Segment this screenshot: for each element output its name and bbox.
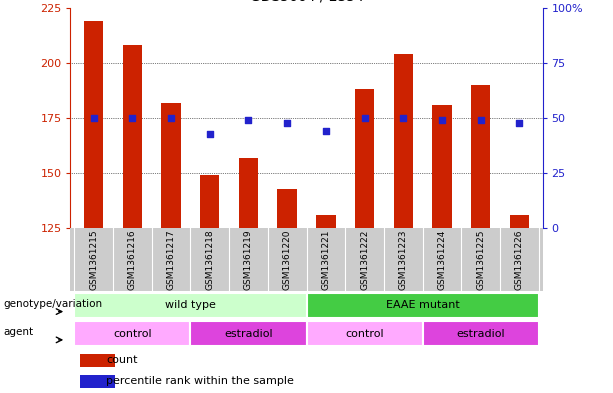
Bar: [123, 45, 142, 228]
Text: control: control: [345, 329, 384, 339]
Bar: [80, 375, 115, 387]
Point: [282, 119, 292, 126]
Bar: [432, 105, 452, 228]
Text: GSM1361225: GSM1361225: [476, 230, 485, 290]
Bar: [239, 158, 258, 228]
Bar: [306, 321, 422, 346]
Point: [128, 115, 137, 121]
Bar: [80, 354, 115, 367]
Bar: [191, 321, 306, 346]
Bar: [161, 103, 181, 228]
Text: percentile rank within the sample: percentile rank within the sample: [106, 376, 294, 386]
Point: [243, 117, 253, 123]
Text: GSM1361218: GSM1361218: [205, 230, 215, 290]
Point: [398, 115, 408, 121]
Bar: [355, 90, 374, 228]
Text: EAAE mutant: EAAE mutant: [386, 300, 459, 310]
Text: GSM1361220: GSM1361220: [283, 230, 292, 290]
Bar: [278, 189, 297, 228]
Text: GSM1361224: GSM1361224: [438, 230, 446, 290]
Bar: [84, 21, 104, 228]
Text: GSM1361219: GSM1361219: [244, 230, 253, 290]
Point: [476, 117, 485, 123]
Text: GSM1361215: GSM1361215: [89, 230, 98, 290]
Text: control: control: [113, 329, 151, 339]
Point: [205, 130, 215, 137]
Point: [514, 119, 524, 126]
Bar: [471, 85, 490, 228]
Text: GSM1361221: GSM1361221: [321, 230, 330, 290]
Text: GSM1361223: GSM1361223: [398, 230, 408, 290]
Text: GSM1361226: GSM1361226: [515, 230, 524, 290]
Bar: [306, 293, 539, 318]
Bar: [74, 293, 306, 318]
Bar: [509, 215, 529, 228]
Text: estradiol: estradiol: [224, 329, 273, 339]
Bar: [200, 175, 219, 228]
Title: GDS5664 / 2354: GDS5664 / 2354: [249, 0, 364, 4]
Bar: [422, 321, 539, 346]
Text: agent: agent: [3, 327, 33, 337]
Point: [321, 128, 331, 134]
Point: [360, 115, 370, 121]
Text: GSM1361217: GSM1361217: [167, 230, 175, 290]
Text: wild type: wild type: [165, 300, 216, 310]
Text: estradiol: estradiol: [456, 329, 505, 339]
Text: genotype/variation: genotype/variation: [3, 299, 102, 309]
Bar: [394, 54, 413, 228]
Text: GSM1361222: GSM1361222: [360, 230, 369, 290]
Text: count: count: [106, 355, 137, 365]
Bar: [74, 321, 191, 346]
Bar: [316, 215, 335, 228]
Point: [89, 115, 99, 121]
Text: GSM1361216: GSM1361216: [128, 230, 137, 290]
Point: [437, 117, 447, 123]
Point: [166, 115, 176, 121]
